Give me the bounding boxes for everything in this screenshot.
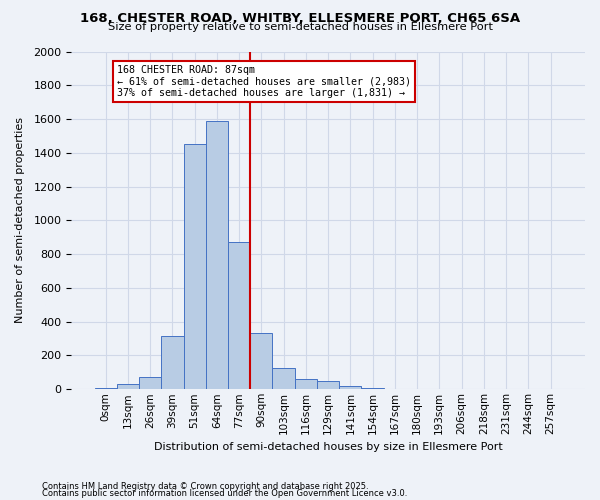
Bar <box>206 120 228 390</box>
X-axis label: Distribution of semi-detached houses by size in Ellesmere Port: Distribution of semi-detached houses by … <box>154 442 502 452</box>
Bar <box>339 386 361 390</box>
Bar <box>317 381 339 390</box>
Text: Size of property relative to semi-detached houses in Ellesmere Port: Size of property relative to semi-detach… <box>107 22 493 32</box>
Bar <box>250 332 272 390</box>
Text: Contains public sector information licensed under the Open Government Licence v3: Contains public sector information licen… <box>42 489 407 498</box>
Text: 168 CHESTER ROAD: 87sqm
← 61% of semi-detached houses are smaller (2,983)
37% of: 168 CHESTER ROAD: 87sqm ← 61% of semi-de… <box>117 65 411 98</box>
Bar <box>184 144 206 390</box>
Bar <box>272 368 295 390</box>
Text: Contains HM Land Registry data © Crown copyright and database right 2025.: Contains HM Land Registry data © Crown c… <box>42 482 368 491</box>
Y-axis label: Number of semi-detached properties: Number of semi-detached properties <box>15 118 25 324</box>
Bar <box>95 388 117 390</box>
Bar <box>161 336 184 390</box>
Bar <box>361 388 383 390</box>
Bar <box>139 376 161 390</box>
Bar <box>228 242 250 390</box>
Bar <box>295 379 317 390</box>
Bar <box>117 384 139 390</box>
Text: 168, CHESTER ROAD, WHITBY, ELLESMERE PORT, CH65 6SA: 168, CHESTER ROAD, WHITBY, ELLESMERE POR… <box>80 12 520 24</box>
